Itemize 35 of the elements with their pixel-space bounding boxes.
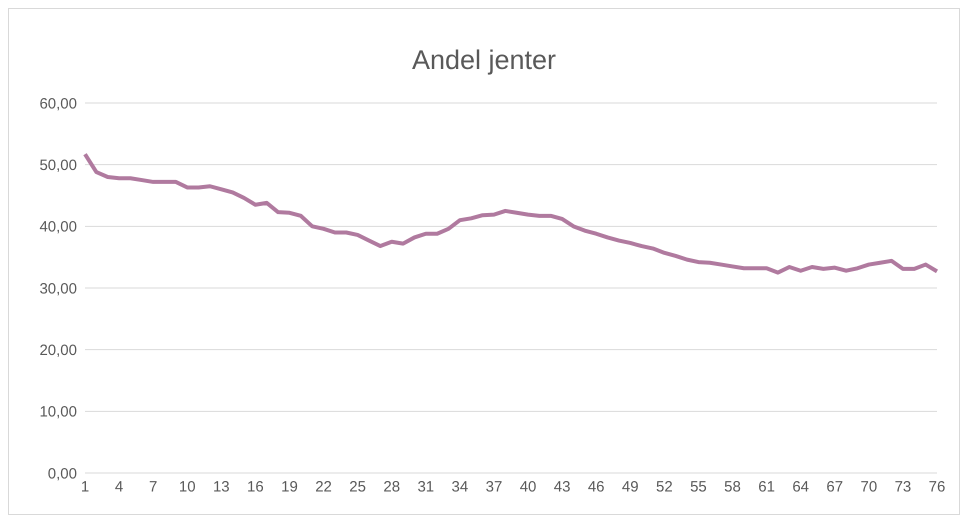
- y-tick-label: 30,00: [39, 280, 77, 298]
- x-tick-label: 52: [656, 478, 673, 496]
- x-tick-label: 7: [148, 478, 158, 496]
- y-tick-label: 20,00: [39, 342, 77, 359]
- x-tick-label: 10: [178, 478, 196, 496]
- x-tick-label: 16: [247, 478, 264, 496]
- x-tick-label: 43: [554, 478, 570, 496]
- x-tick-label: 34: [452, 478, 468, 496]
- x-tick-label: 28: [383, 478, 400, 496]
- x-tick-label: 31: [417, 478, 434, 496]
- x-tick-label: 13: [212, 478, 230, 496]
- y-tick-label: 40,00: [39, 218, 77, 236]
- x-tick-label: 25: [349, 478, 366, 496]
- x-tick-label: 61: [758, 478, 775, 496]
- x-tick-label: 55: [690, 478, 707, 496]
- x-tick-label: 73: [894, 478, 912, 496]
- x-tick-label: 19: [281, 478, 298, 496]
- x-tick-label: 22: [315, 478, 332, 496]
- x-tick-label: 58: [724, 478, 741, 496]
- x-tick-label: 37: [486, 478, 502, 496]
- x-tick-label: 4: [114, 478, 124, 496]
- x-tick-label: 64: [792, 478, 810, 496]
- x-tick-label: 49: [622, 478, 639, 496]
- y-tick-label: 10,00: [39, 404, 77, 421]
- x-tick-label: 70: [860, 478, 878, 496]
- x-tick-label: 1: [80, 478, 90, 496]
- y-tick-label: 60,00: [39, 95, 77, 112]
- x-tick-label: 46: [588, 478, 605, 496]
- x-tick-label: 67: [826, 478, 844, 496]
- y-tick-label: 0,00: [48, 465, 77, 482]
- x-tick-label: 40: [520, 478, 536, 496]
- line-series: [83, 152, 939, 275]
- y-tick-label: 50,00: [39, 156, 77, 174]
- x-tick-label: 76: [928, 478, 946, 496]
- chart-title: Andel jenter: [410, 44, 558, 77]
